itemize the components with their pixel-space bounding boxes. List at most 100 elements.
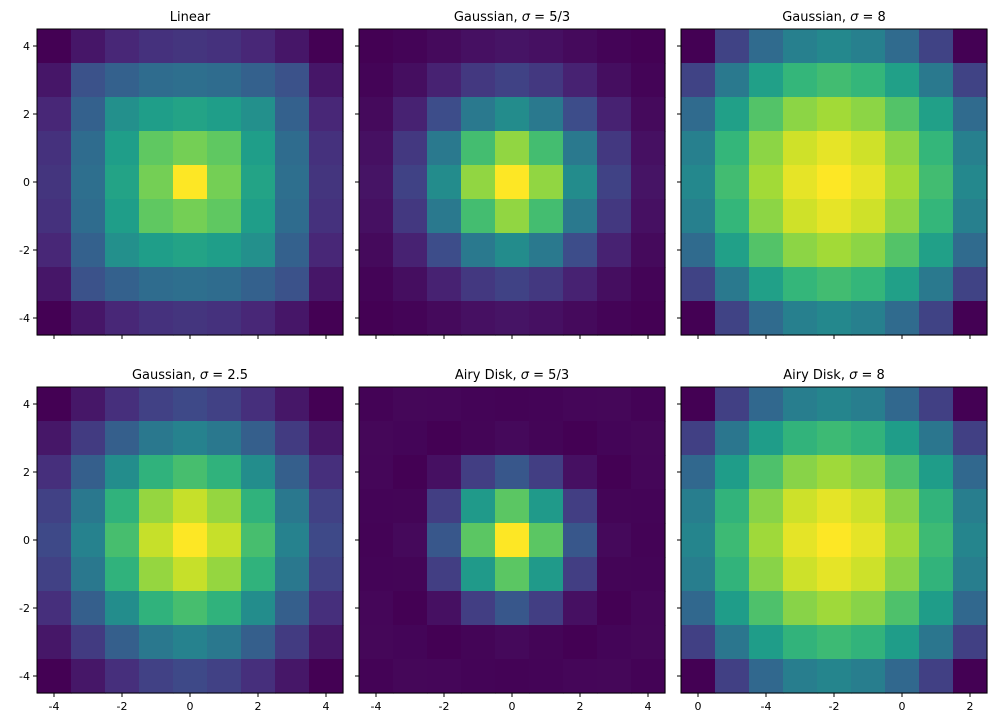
heatmap-cell xyxy=(241,63,276,98)
heatmap-cell xyxy=(919,659,954,694)
heatmap-cell xyxy=(241,489,276,524)
heatmap-cell xyxy=(427,199,462,234)
heatmap-cell xyxy=(953,233,988,268)
heatmap-cell xyxy=(173,267,208,302)
heatmap-cell xyxy=(495,29,530,64)
heatmap-cell xyxy=(139,625,174,660)
heatmap-cell xyxy=(817,421,852,456)
heatmap-cell xyxy=(495,523,530,558)
x-tick-label: 0 xyxy=(695,700,702,713)
heatmap-cell xyxy=(919,199,954,234)
heatmap-cell xyxy=(817,267,852,302)
heatmap-cell xyxy=(529,131,564,166)
heatmap-cell xyxy=(461,301,496,336)
heatmap-cell xyxy=(597,233,632,268)
heatmap-cell xyxy=(393,29,428,64)
heatmap-cell xyxy=(631,557,666,592)
heatmap-cell xyxy=(953,489,988,524)
heatmap-cell xyxy=(393,557,428,592)
heatmap-cell xyxy=(105,97,140,132)
heatmap-cell xyxy=(461,489,496,524)
heatmap-cell xyxy=(715,557,750,592)
heatmap-cell xyxy=(37,29,72,64)
heatmap-cell xyxy=(241,557,276,592)
heatmap-cell xyxy=(241,29,276,64)
heatmap-cell xyxy=(427,557,462,592)
heatmap-cell xyxy=(681,523,716,558)
heatmap-cell xyxy=(953,267,988,302)
heatmap-cell xyxy=(105,659,140,694)
heatmap-cell xyxy=(495,557,530,592)
x-tick-label: 2 xyxy=(967,700,974,713)
heatmap-cell xyxy=(631,29,666,64)
heatmap-cell xyxy=(563,97,598,132)
heatmap-cell xyxy=(37,233,72,268)
heatmap-cell xyxy=(817,199,852,234)
heatmap-cell xyxy=(529,165,564,200)
heatmap-cell xyxy=(241,165,276,200)
heatmap-cell xyxy=(851,455,886,490)
heatmap-cell xyxy=(139,557,174,592)
heatmap-cell xyxy=(241,199,276,234)
heatmap-cell xyxy=(37,557,72,592)
heatmap-cell xyxy=(309,557,344,592)
heatmap-cell xyxy=(173,625,208,660)
heatmap-cell xyxy=(631,301,666,336)
heatmap-cell xyxy=(275,165,310,200)
heatmap-cell xyxy=(681,557,716,592)
heatmap-cell xyxy=(173,29,208,64)
heatmap-cell xyxy=(173,489,208,524)
heatmap-cell xyxy=(681,97,716,132)
heatmap-cell xyxy=(885,659,920,694)
heatmap-cell xyxy=(139,659,174,694)
heatmap-cell xyxy=(885,523,920,558)
y-tick-label: -4 xyxy=(19,312,30,325)
heatmap-cell xyxy=(207,29,242,64)
heatmap-cell xyxy=(275,455,310,490)
heatmap-cell xyxy=(817,591,852,626)
heatmap-cell xyxy=(275,301,310,336)
heatmap-cell xyxy=(529,455,564,490)
x-tick-label: -4 xyxy=(761,700,772,713)
x-tick-label: 2 xyxy=(255,700,262,713)
heatmap-cell xyxy=(817,659,852,694)
heatmap-cell xyxy=(953,387,988,422)
heatmap-cell xyxy=(461,63,496,98)
heatmap-cell xyxy=(749,625,784,660)
heatmap-cell xyxy=(427,489,462,524)
heatmap-cell xyxy=(275,63,310,98)
heatmap-cell xyxy=(631,455,666,490)
heatmap-cell xyxy=(817,301,852,336)
heatmap-cell xyxy=(359,455,394,490)
heatmap-cell xyxy=(105,63,140,98)
heatmap-cell xyxy=(749,301,784,336)
heatmap-cell xyxy=(953,523,988,558)
heatmap-cell xyxy=(495,199,530,234)
heatmap-cell xyxy=(461,557,496,592)
heatmap-cell xyxy=(241,233,276,268)
heatmap-cell xyxy=(885,131,920,166)
heatmap-cell xyxy=(71,523,106,558)
heatmap-cell xyxy=(783,387,818,422)
heatmap-cell xyxy=(817,387,852,422)
heatmap-cell xyxy=(359,301,394,336)
heatmap-cell xyxy=(207,523,242,558)
heatmap-cell xyxy=(105,165,140,200)
heatmap-cell xyxy=(631,267,666,302)
heatmap-cell xyxy=(851,267,886,302)
heatmap-cell xyxy=(207,131,242,166)
heatmap-cell xyxy=(919,489,954,524)
heatmap-cell xyxy=(37,267,72,302)
y-tick-label: 2 xyxy=(23,108,30,121)
heatmap-cell xyxy=(631,233,666,268)
heatmap-cell xyxy=(207,267,242,302)
heatmap-cell xyxy=(919,29,954,64)
heatmap-cell xyxy=(37,489,72,524)
heatmap-cell xyxy=(275,421,310,456)
panel-title: Airy Disk, σ = 5/3 xyxy=(455,368,569,383)
heatmap-cell xyxy=(173,591,208,626)
heatmap-cell xyxy=(563,165,598,200)
heatmap-cell xyxy=(495,233,530,268)
heatmap-cell xyxy=(427,387,462,422)
heatmap-cell xyxy=(393,387,428,422)
